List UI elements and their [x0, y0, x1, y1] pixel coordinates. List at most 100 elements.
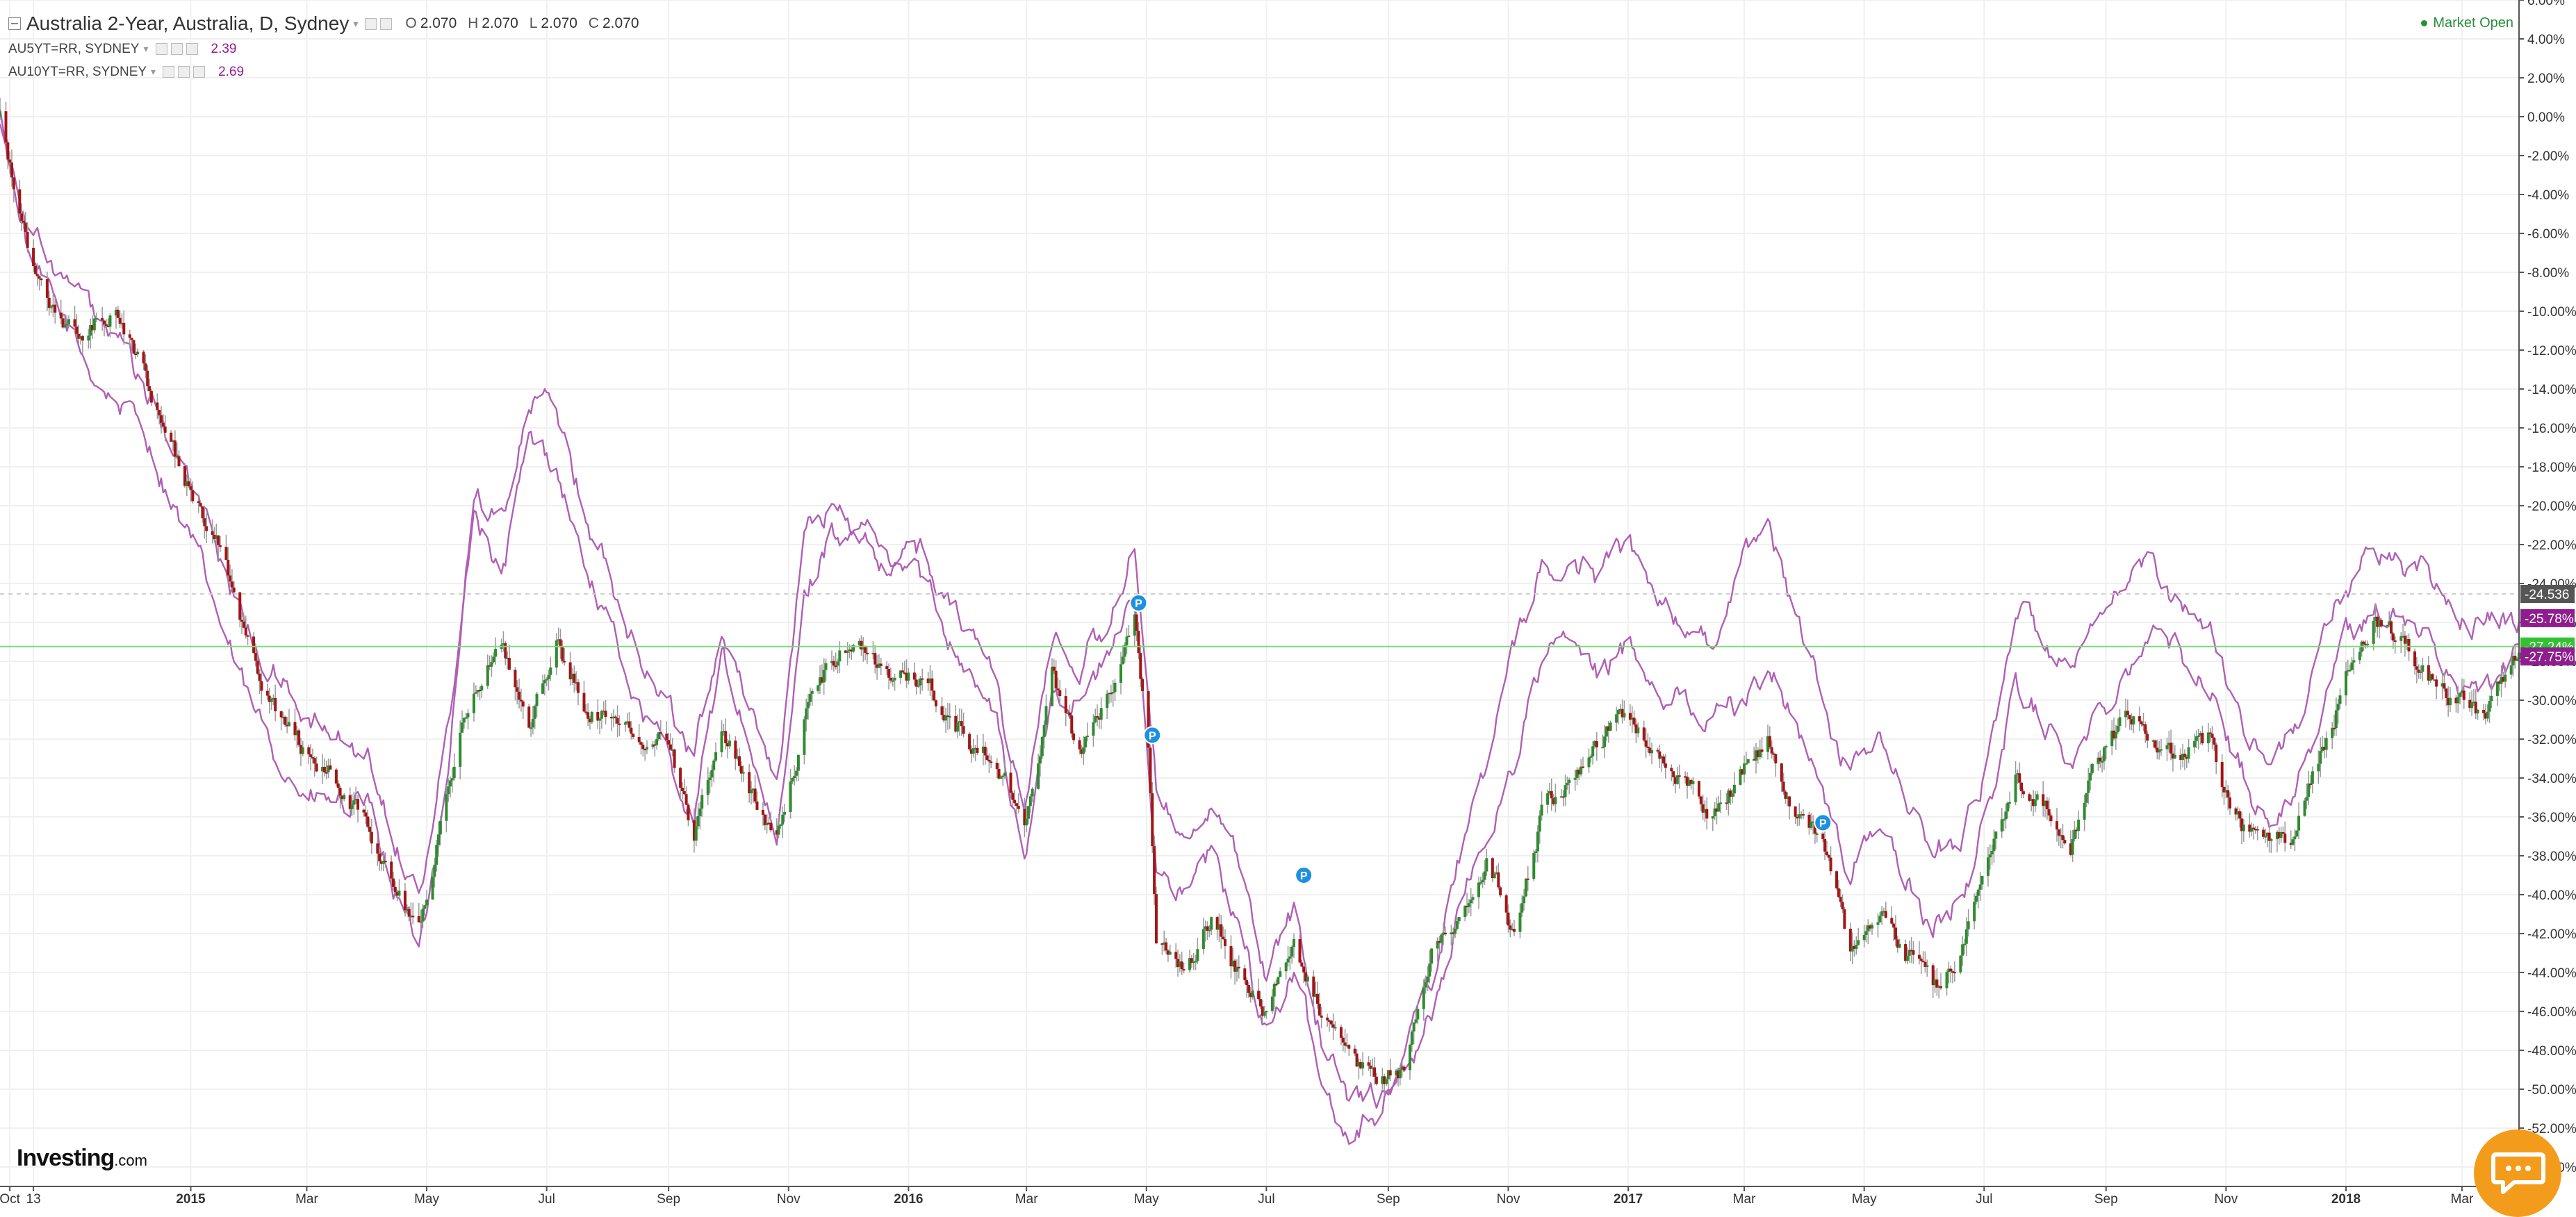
candle — [1320, 1007, 1323, 1029]
candle — [106, 318, 110, 328]
candle-body — [862, 647, 865, 649]
hide-icon[interactable] — [178, 66, 190, 78]
candle-body — [1577, 770, 1581, 775]
candle — [2146, 731, 2149, 748]
compare-series-au10y[interactable]: AU10YT=RR, SYDNEY ▾ 2.69 — [8, 60, 646, 83]
settings-icon[interactable] — [155, 43, 167, 55]
candle-body — [559, 639, 562, 648]
hide-icon[interactable] — [380, 17, 393, 30]
candle — [478, 686, 482, 700]
candle-body — [256, 661, 259, 674]
candle-body — [1829, 857, 1832, 872]
candle — [2226, 785, 2230, 811]
candle-body — [928, 678, 932, 684]
candle — [568, 652, 572, 686]
candle — [2338, 688, 2342, 709]
candle — [1670, 764, 1673, 781]
candle — [1192, 952, 1195, 970]
candle-body — [51, 304, 55, 307]
candle — [1662, 754, 1666, 766]
candle-body — [183, 466, 187, 486]
candle-body — [270, 699, 273, 702]
candle-body — [1003, 772, 1007, 776]
candle — [712, 759, 716, 783]
compare-series-au5y[interactable]: AU5YT=RR, SYDNEY ▾ 2.39 — [8, 38, 646, 60]
event-marker[interactable]: P — [1295, 866, 1313, 884]
candle — [1329, 1019, 1333, 1028]
candle-body — [395, 892, 399, 896]
candle-body — [807, 702, 810, 709]
candle-body — [1094, 716, 1097, 722]
instrument-title[interactable]: Australia 2-Year, Australia, D, Sydney — [26, 13, 350, 34]
candle — [102, 320, 106, 337]
candle-body — [1416, 1009, 1420, 1020]
candle — [738, 747, 741, 772]
candle-body — [858, 640, 861, 645]
candle-body — [40, 279, 43, 281]
candle — [1491, 856, 1494, 883]
candle-body — [506, 658, 509, 660]
candle — [2403, 631, 2406, 657]
candle — [755, 791, 759, 811]
candle-body — [2187, 747, 2190, 759]
candle — [2130, 713, 2133, 731]
event-marker[interactable]: P — [1814, 813, 1832, 832]
chevron-down-icon[interactable]: ▾ — [151, 66, 156, 77]
hide-icon[interactable] — [170, 43, 183, 55]
candle-body — [682, 790, 686, 795]
candle-body — [2421, 665, 2425, 672]
candle-body — [1618, 709, 1622, 711]
candle — [2240, 811, 2243, 845]
candle-body — [1839, 897, 1842, 902]
candle-body — [671, 749, 674, 751]
settings-icon[interactable] — [365, 17, 377, 30]
close-icon[interactable] — [193, 66, 206, 78]
compare-label[interactable]: AU5YT=RR, SYDNEY — [8, 41, 140, 56]
candle — [1196, 938, 1199, 964]
candle-body — [238, 592, 242, 620]
chat-button[interactable] — [2474, 1129, 2561, 1217]
candle-body — [1017, 806, 1020, 809]
candle — [2454, 694, 2458, 713]
candle-body — [423, 905, 427, 909]
candle — [2090, 763, 2094, 775]
candle-body — [1491, 858, 1494, 879]
candle-body — [1923, 961, 1927, 967]
candle — [2482, 704, 2486, 721]
candle — [700, 788, 704, 818]
close-icon[interactable] — [186, 43, 198, 55]
candle-body — [218, 545, 222, 547]
candle-body — [1329, 1020, 1333, 1025]
candle-body — [2224, 790, 2228, 793]
event-marker[interactable]: P — [1129, 594, 1148, 612]
candle-body — [2199, 733, 2202, 736]
candle — [1967, 909, 1970, 937]
candle-body — [2502, 677, 2505, 682]
candle — [2132, 715, 2135, 734]
candle-body — [1050, 666, 1053, 706]
candle-body — [1455, 921, 1459, 929]
candle-body — [822, 670, 826, 683]
candle-body — [2393, 640, 2397, 643]
candle — [1125, 627, 1129, 654]
candle — [852, 643, 855, 654]
candle — [1147, 690, 1150, 758]
candle-body — [917, 685, 920, 687]
candle-body — [2140, 721, 2143, 725]
candle — [1306, 975, 1309, 984]
chevron-down-icon[interactable]: ▾ — [353, 17, 359, 29]
collapse-legend-button[interactable] — [8, 17, 21, 30]
candle-body — [492, 656, 495, 663]
chevron-down-icon[interactable]: ▾ — [143, 43, 149, 54]
candle — [2101, 755, 2104, 773]
candle — [1243, 964, 1247, 984]
candle-body — [2388, 621, 2391, 625]
settings-icon[interactable] — [163, 66, 175, 78]
candle-body — [1821, 834, 1825, 839]
candle — [791, 777, 794, 785]
event-marker[interactable]: P — [1143, 726, 1162, 745]
candle — [887, 663, 891, 690]
candle — [2270, 837, 2273, 853]
compare-label[interactable]: AU10YT=RR, SYDNEY — [8, 64, 147, 79]
